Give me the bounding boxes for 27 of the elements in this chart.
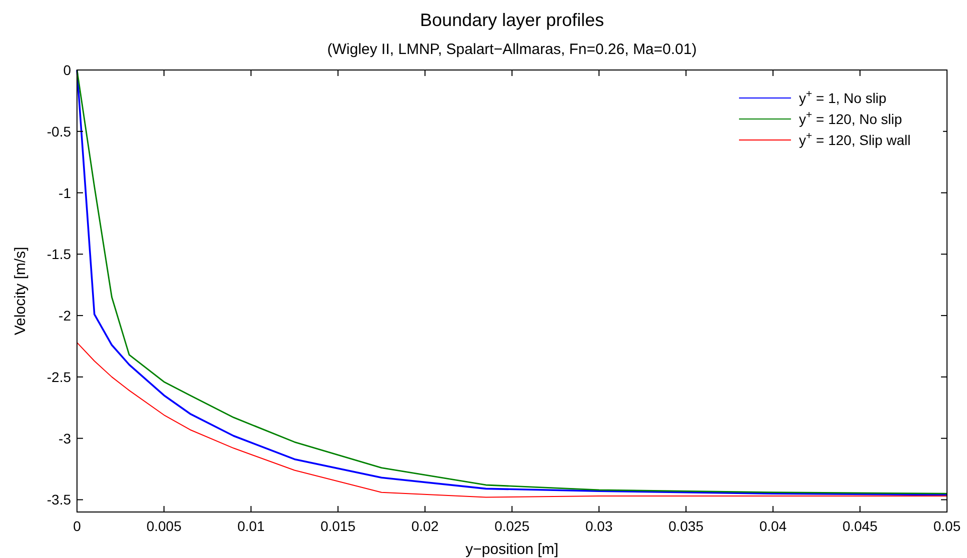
chart-subtitle: (Wigley II, LMNP, Spalart−Allmaras, Fn=0.26, Ma=0.01) (327, 41, 697, 58)
y-tick-label: 0 (63, 62, 72, 78)
legend-label: y$^{+}$ = 1, No slip (799, 88, 887, 106)
x-tick-label: 0.035 (668, 518, 704, 534)
y-tick-label: -3.5 (46, 492, 72, 508)
y-tick-label: -2 (58, 308, 72, 324)
line-series (76, 342, 948, 498)
chart-title: Boundary layer profiles (420, 10, 604, 30)
x-tick-label: 0.03 (585, 518, 613, 534)
x-tick-label: 0.015 (320, 518, 356, 534)
y-tick-label: -1.5 (46, 246, 72, 262)
y-tick-label: -3 (58, 430, 72, 446)
x-tick-label: 0.02 (411, 518, 439, 534)
x-tick-label: 0.005 (146, 518, 182, 534)
legend-label: y$^{+}$ = 120, No slip (799, 109, 902, 127)
x-tick-label: 0.05 (933, 518, 961, 534)
y-tick-label: -2.5 (46, 368, 72, 385)
x-tick-label: 0.01 (237, 518, 265, 534)
y-tick-label: -0.5 (46, 123, 72, 140)
x-axis-title: y−position [m] (466, 541, 558, 558)
x-tick-label: 0.045 (842, 518, 878, 534)
x-tick-label: 0.025 (494, 518, 530, 534)
y-axis-title: Velocity [m/s] (12, 246, 29, 336)
x-tick-label: 0.04 (759, 518, 787, 534)
y-tick-label: -1 (58, 184, 72, 201)
legend-label: y$^{+}$ = 120, Slip wall (799, 130, 911, 148)
x-tick-label: 0 (73, 518, 82, 534)
